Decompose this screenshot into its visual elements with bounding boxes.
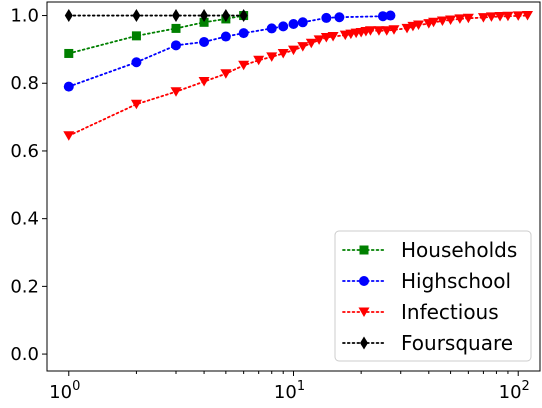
legend-marker-infectious xyxy=(358,307,370,317)
data-point-infectious xyxy=(388,25,400,35)
axis-ticks: 0.0 0.2 0.4 0.6 0.8 1.0 100 101 102 xyxy=(10,6,529,403)
y-tick-label: 0.0 xyxy=(10,344,39,365)
data-point-highschool xyxy=(170,40,181,51)
data-point-infectious xyxy=(220,69,232,79)
data-point-infectious xyxy=(485,12,497,22)
data-point-infectious xyxy=(413,20,425,31)
data-point-infectious xyxy=(502,11,514,22)
legend: Households Highschool Infectious Foursquare xyxy=(334,230,532,362)
data-point-highschool xyxy=(385,10,396,21)
data-point-infectious xyxy=(522,11,534,21)
data-point-infectious xyxy=(266,52,278,62)
data-point-infectious xyxy=(512,11,524,21)
legend-label-households: Households xyxy=(401,238,517,262)
data-point-highschool xyxy=(131,57,142,68)
data-point-highschool xyxy=(288,19,299,30)
data-point-foursquare xyxy=(64,9,73,23)
data-point-foursquare xyxy=(221,9,230,23)
legend-label-infectious: Infectious xyxy=(401,300,499,324)
data-point-households xyxy=(199,17,209,27)
data-point-highschool xyxy=(377,11,388,22)
data-point-infectious xyxy=(288,45,299,56)
data-point-highschool xyxy=(334,12,345,23)
y-tick-label: 1.0 xyxy=(10,6,39,27)
y-tick-label: 0.4 xyxy=(10,209,39,230)
data-point-highschool xyxy=(63,81,74,92)
data-point-infectious xyxy=(305,38,317,49)
data-point-infectious xyxy=(130,99,142,110)
data-point-highschool xyxy=(199,36,210,47)
legend-marker-highschool xyxy=(359,276,369,286)
data-point-infectious xyxy=(253,55,265,66)
data-point-infectious xyxy=(445,15,457,25)
data-point-infectious xyxy=(462,13,474,24)
plot-marks xyxy=(63,9,534,141)
data-point-households xyxy=(131,31,141,41)
x-tick-label: 101 xyxy=(274,379,305,403)
data-point-households xyxy=(64,48,74,58)
y-tick-label: 0.2 xyxy=(10,276,39,297)
data-point-infectious xyxy=(401,23,413,34)
data-point-households xyxy=(171,23,181,33)
data-point-foursquare xyxy=(171,9,180,23)
data-point-highschool xyxy=(266,23,277,34)
data-point-infectious xyxy=(63,131,75,141)
data-point-infectious xyxy=(373,26,385,36)
legend-marker-foursquare xyxy=(360,336,368,350)
data-point-infectious xyxy=(320,33,332,43)
data-point-infectious xyxy=(381,26,393,36)
y-tick-label: 0.8 xyxy=(10,73,39,94)
data-point-infectious xyxy=(297,42,309,52)
data-point-infectious xyxy=(327,32,339,42)
legend-box xyxy=(334,230,532,362)
data-point-infectious xyxy=(313,35,325,45)
x-tick-label: 100 xyxy=(49,379,80,403)
legend-label-foursquare: Foursquare xyxy=(401,331,513,355)
data-point-highschool xyxy=(278,21,289,32)
legend-marker-households xyxy=(359,245,369,255)
data-point-highschool xyxy=(321,12,332,23)
x-tick-label: 102 xyxy=(499,379,530,403)
data-point-infectious xyxy=(494,12,506,22)
data-point-infectious xyxy=(454,14,466,24)
data-point-infectious xyxy=(238,60,250,71)
series-line-households xyxy=(67,14,245,55)
data-point-foursquare xyxy=(200,9,209,23)
legend-label-highschool: Highschool xyxy=(401,269,511,293)
data-point-highschool xyxy=(220,31,231,42)
data-point-infectious xyxy=(477,13,489,23)
data-point-infectious xyxy=(198,77,210,87)
data-point-foursquare xyxy=(132,9,141,23)
data-point-highschool xyxy=(238,28,249,39)
data-point-infectious xyxy=(436,16,448,26)
y-tick-label: 0.6 xyxy=(10,141,39,162)
data-point-infectious xyxy=(428,17,440,28)
data-point-infectious xyxy=(277,48,289,59)
data-point-infectious xyxy=(170,87,182,97)
data-point-foursquare xyxy=(239,9,248,23)
data-point-infectious xyxy=(364,26,376,36)
series-line-highschool xyxy=(67,14,392,88)
data-point-highschool xyxy=(297,17,308,28)
